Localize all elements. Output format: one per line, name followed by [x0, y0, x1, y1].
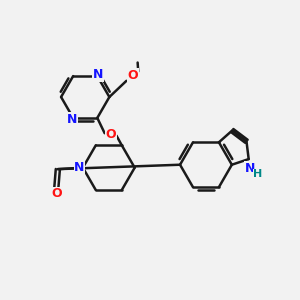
- Text: O: O: [128, 69, 138, 82]
- Text: N: N: [245, 162, 255, 175]
- Text: O: O: [106, 128, 116, 141]
- Text: O: O: [51, 188, 62, 200]
- Text: H: H: [254, 169, 263, 179]
- Text: N: N: [93, 68, 103, 81]
- Text: N: N: [68, 113, 78, 126]
- Text: N: N: [74, 161, 85, 174]
